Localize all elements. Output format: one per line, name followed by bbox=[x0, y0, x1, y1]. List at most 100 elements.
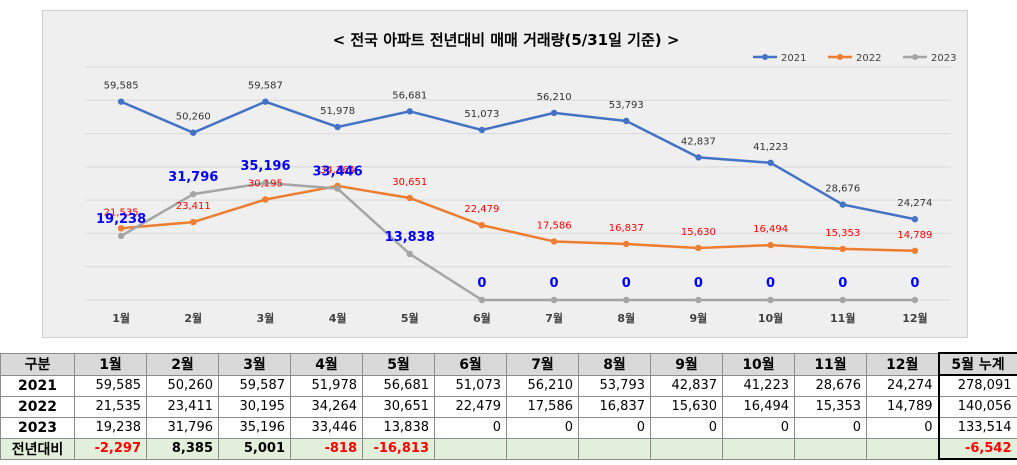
data-point-2023 bbox=[911, 296, 919, 304]
total-cell: 278,091 bbox=[937, 374, 1017, 397]
table-cell: 15,630 bbox=[650, 395, 723, 418]
table-cell: 35,196 bbox=[218, 416, 291, 439]
data-point-2023 bbox=[117, 232, 125, 240]
diff-cell: -16,813 bbox=[362, 437, 435, 460]
diff-cell bbox=[866, 437, 939, 460]
data-point-2022 bbox=[839, 245, 846, 253]
table-cell: 24,274 bbox=[866, 374, 939, 397]
table-cell: 19,238 bbox=[74, 416, 147, 439]
table-cell: 59,585 bbox=[74, 374, 147, 397]
x-tick-label: 6월 bbox=[473, 311, 491, 325]
data-label-2022: 22,479 bbox=[464, 204, 499, 215]
data-point-2021 bbox=[623, 117, 630, 125]
data-table: 구분 1월 2월 3월 4월 5월 6월 7월 8월 9월 10월 11월 12월 5월 누계 2021 5… bbox=[0, 352, 1017, 460]
data-label-2022: 15,353 bbox=[825, 228, 860, 239]
data-label-2023: 0 bbox=[910, 276, 919, 291]
table-cell: 51,073 bbox=[434, 374, 507, 397]
data-point-2022 bbox=[406, 194, 413, 202]
series-line-2022 bbox=[120, 184, 915, 253]
legend-marker bbox=[837, 54, 843, 60]
row-label: 2022 bbox=[0, 395, 75, 418]
data-label-2022: 30,195 bbox=[248, 178, 283, 189]
column-header: 10월 bbox=[722, 352, 795, 376]
table-cell: 28,676 bbox=[794, 374, 867, 397]
diff-cell bbox=[650, 437, 723, 460]
data-point-2021 bbox=[550, 109, 558, 117]
data-label-2021: 59,585 bbox=[104, 81, 139, 92]
table-cell: 34,264 bbox=[290, 395, 363, 418]
data-point-2023 bbox=[623, 296, 630, 304]
data-point-2022 bbox=[695, 244, 702, 252]
data-label-2021: 56,681 bbox=[392, 90, 427, 101]
diff-cell bbox=[722, 437, 795, 460]
diff-cell bbox=[794, 437, 867, 460]
data-point-2022 bbox=[911, 247, 919, 254]
table-cell: 30,195 bbox=[218, 395, 291, 418]
row-label: 2021 bbox=[0, 374, 75, 397]
column-header: 6월 bbox=[434, 352, 507, 376]
data-label-2023: 19,238 bbox=[96, 212, 146, 227]
data-label-2021: 50,260 bbox=[176, 112, 211, 123]
data-point-2021 bbox=[911, 216, 919, 223]
data-label-2022: 34,264 bbox=[320, 165, 355, 176]
diff-cell: 8,385 bbox=[146, 437, 219, 460]
data-point-2023 bbox=[839, 296, 846, 304]
data-point-2022 bbox=[262, 196, 269, 203]
data-point-2021 bbox=[190, 129, 197, 136]
data-point-2021 bbox=[334, 123, 341, 131]
legend-label: 2021 bbox=[781, 53, 806, 64]
x-tick-label: 10월 bbox=[758, 311, 783, 325]
table-cell: 13,838 bbox=[362, 416, 435, 439]
table-cell: 0 bbox=[650, 416, 723, 439]
data-point-2022 bbox=[478, 221, 486, 229]
x-tick-label: 3월 bbox=[257, 311, 275, 325]
table-cell: 22,479 bbox=[434, 395, 507, 418]
data-label-2023: 33,446 bbox=[312, 165, 362, 180]
data-label-2022: 21,535 bbox=[104, 207, 139, 218]
table-cell: 31,796 bbox=[146, 416, 219, 439]
data-label-2023: 0 bbox=[477, 276, 486, 291]
diff-cell bbox=[578, 437, 651, 460]
x-tick-label: 11월 bbox=[830, 311, 855, 325]
table-row: 2023 19,238 31,796 35,196 33,446 13,838 0 0 0 0 0 0… bbox=[0, 416, 1017, 439]
data-label-2023: 0 bbox=[838, 276, 847, 291]
data-point-2021 bbox=[262, 98, 269, 105]
data-point-2021 bbox=[478, 126, 486, 134]
chart-legend: 2021 2022 2023 bbox=[753, 53, 956, 64]
data-label-2023: 35,196 bbox=[240, 159, 290, 174]
table-cell: 56,210 bbox=[506, 374, 579, 397]
legend-marker bbox=[762, 54, 768, 60]
table-cell: 56,681 bbox=[362, 374, 435, 397]
data-point-2022 bbox=[117, 225, 125, 232]
x-tick-label: 7월 bbox=[545, 311, 563, 325]
table-cell: 59,587 bbox=[218, 374, 291, 397]
column-header: 11월 bbox=[794, 352, 867, 376]
column-header: 구분 bbox=[0, 352, 75, 376]
total-diff-cell: -6,542 bbox=[937, 437, 1017, 460]
diff-cell: 5,001 bbox=[218, 437, 291, 460]
data-point-2022 bbox=[190, 218, 197, 226]
data-label-2022: 16,494 bbox=[753, 224, 788, 235]
table-cell: 50,260 bbox=[146, 374, 219, 397]
data-label-2023: 0 bbox=[622, 276, 631, 291]
row-label: 2023 bbox=[0, 416, 75, 439]
data-point-2021 bbox=[839, 201, 846, 208]
data-label-2022: 30,651 bbox=[392, 177, 427, 188]
table-cell: 17,586 bbox=[506, 395, 579, 418]
column-header: 9월 bbox=[650, 352, 723, 376]
column-header: 2월 bbox=[146, 352, 219, 376]
x-tick-label: 1월 bbox=[112, 311, 130, 325]
column-header: 4월 bbox=[290, 352, 363, 376]
yoy-diff-row: 전년대비 -2,297 8,385 5,001 -818 -16,813 -6,542 bbox=[0, 437, 1017, 460]
x-tick-label: 9월 bbox=[690, 311, 708, 325]
data-point-2021 bbox=[695, 154, 702, 161]
table-row: 2021 59,585 50,260 59,587 51,978 56,681 51,073… bbox=[0, 374, 1017, 397]
row-label: 전년대비 bbox=[0, 437, 75, 460]
table-cell: 15,353 bbox=[794, 395, 867, 418]
table-cell: 0 bbox=[794, 416, 867, 439]
chart-series bbox=[117, 98, 919, 304]
data-point-2023 bbox=[695, 296, 702, 304]
diff-cell bbox=[506, 437, 579, 460]
table-cell: 0 bbox=[866, 416, 939, 439]
table-header-row: 구분 1월 2월 3월 4월 5월 6월 7월 8월 9월 10월 11월 12월 5월 누계 bbox=[0, 352, 1017, 376]
